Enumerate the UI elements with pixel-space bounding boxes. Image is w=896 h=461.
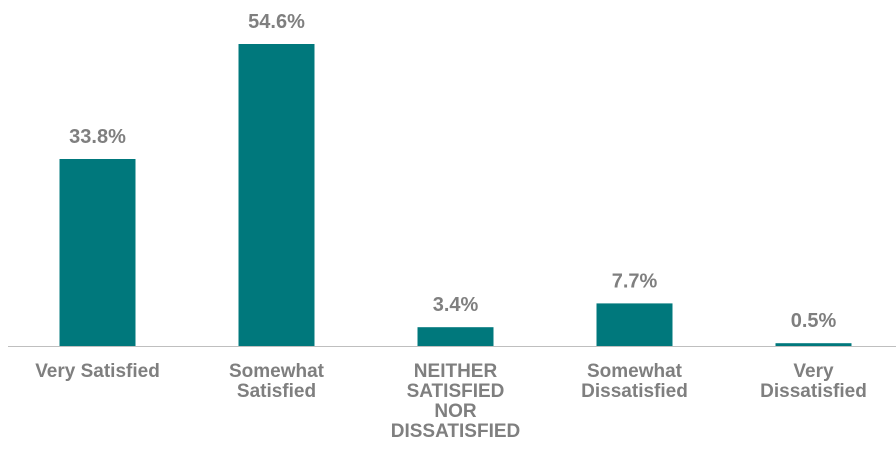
category-label-line: Very Satisfied bbox=[35, 361, 160, 382]
category-label-line: Somewhat bbox=[229, 361, 325, 382]
category-label: Somewhat Satisfied bbox=[229, 361, 325, 402]
bar bbox=[775, 343, 852, 346]
category-label-line: Dissatisfied bbox=[760, 381, 867, 402]
category-label-line: NEITHER bbox=[414, 361, 498, 382]
category-label: Somewhat Dissatisfied bbox=[581, 361, 688, 402]
bar bbox=[417, 327, 494, 346]
category-label-line: SATISFIED bbox=[407, 381, 505, 402]
category-label-line: Somewhat bbox=[587, 361, 683, 382]
data-label: 54.6% bbox=[248, 11, 305, 33]
category-label-line: NOR bbox=[434, 401, 477, 422]
data-label: 3.4% bbox=[433, 294, 479, 316]
category-label: Very Satisfied bbox=[35, 361, 160, 382]
category-label-line: Satisfied bbox=[237, 381, 316, 402]
category-label-line: DISSATISFIED bbox=[391, 421, 521, 442]
data-label: 7.7% bbox=[612, 270, 658, 292]
bar bbox=[596, 303, 673, 346]
category-label-line: Dissatisfied bbox=[581, 381, 688, 402]
category-label: NEITHER SATISFIED NOR DISSATISFIED bbox=[391, 361, 521, 442]
bar bbox=[238, 44, 315, 346]
category-label-line: Very bbox=[793, 361, 834, 382]
bar bbox=[59, 159, 136, 346]
data-label: 33.8% bbox=[69, 126, 126, 148]
data-labels-group: 33.8% 54.6% 3.4% 7.7% 0.5% bbox=[69, 11, 836, 332]
category-label: Very Dissatisfied bbox=[760, 361, 867, 402]
bars-group bbox=[59, 44, 852, 346]
data-label: 0.5% bbox=[791, 310, 837, 332]
